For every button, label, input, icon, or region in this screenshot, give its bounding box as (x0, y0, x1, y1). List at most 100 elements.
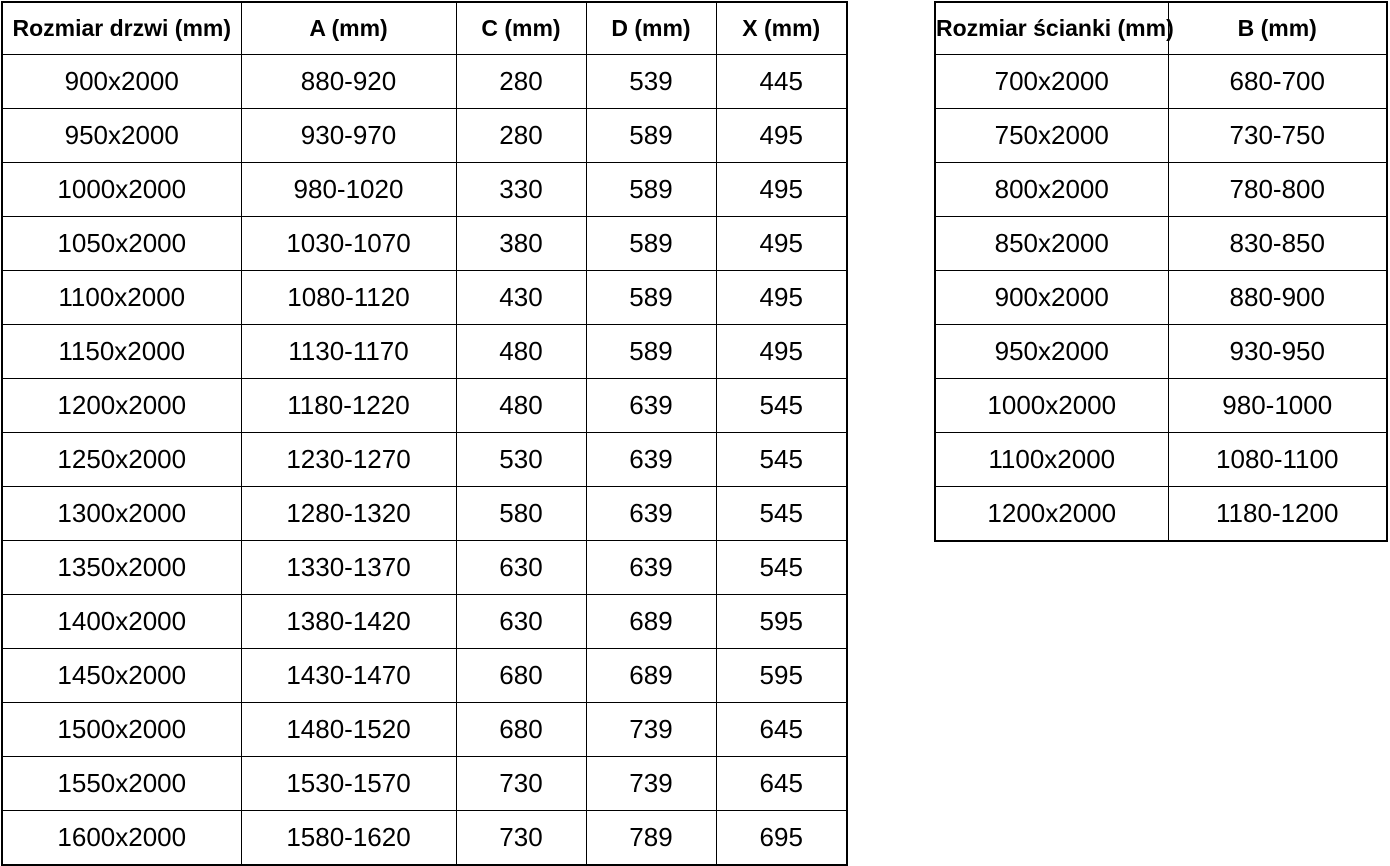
table-cell: 495 (715, 216, 848, 271)
table-cell: 1000x2000 (934, 378, 1169, 433)
table-cell: 1400x2000 (1, 594, 242, 649)
table-row: 1100x2000 1080-1100 (934, 432, 1388, 487)
table-cell: 589 (585, 324, 717, 379)
table-cell: 1230-1270 (240, 432, 457, 487)
table-row: 950x2000 930-950 (934, 324, 1388, 379)
header-row: Rozmiar ścianki (mm) B (mm) (934, 1, 1388, 55)
table-cell: 1250x2000 (1, 432, 242, 487)
header-row: Rozmiar drzwi (mm) A (mm) C (mm) D (mm) X (m… (1, 1, 848, 55)
table-cell: 980-1020 (240, 162, 457, 217)
table-cell: 639 (585, 540, 717, 595)
table-cell: 730 (455, 810, 587, 866)
table-cell: 380 (455, 216, 587, 271)
table-cell: 495 (715, 324, 848, 379)
table-cell: 1180-1220 (240, 378, 457, 433)
table-cell: 480 (455, 324, 587, 379)
column-header: X (mm) (715, 1, 848, 55)
table-cell: 739 (585, 756, 717, 811)
table-cell: 639 (585, 432, 717, 487)
column-header: Rozmiar drzwi (mm) (1, 1, 242, 55)
table-cell: 1500x2000 (1, 702, 242, 757)
table-cell: 639 (585, 486, 717, 541)
table-cell: 680 (455, 702, 587, 757)
table-cell: 480 (455, 378, 587, 433)
table-cell: 680 (455, 648, 587, 703)
table-cell: 980-1000 (1167, 378, 1388, 433)
table-cell: 1480-1520 (240, 702, 457, 757)
table-row: 1600x2000 1580-1620 730 789 695 (1, 810, 848, 866)
column-header: A (mm) (240, 1, 457, 55)
table-row: 950x2000 930-970 280 589 495 (1, 108, 848, 163)
table-cell: 1080-1100 (1167, 432, 1388, 487)
table-cell: 689 (585, 594, 717, 649)
table-cell: 1300x2000 (1, 486, 242, 541)
table-cell: 1000x2000 (1, 162, 242, 217)
wall-panel-sizes-table-body: 700x2000 680-700 750x2000 730-750 800x2000 78… (934, 54, 1388, 542)
table-cell: 1550x2000 (1, 756, 242, 811)
table-cell: 1150x2000 (1, 324, 242, 379)
table-cell: 645 (715, 702, 848, 757)
table-cell: 830-850 (1167, 216, 1388, 271)
table-cell: 589 (585, 270, 717, 325)
door-sizes-table: Rozmiar drzwi (mm) A (mm) C (mm) D (mm) X (m… (1, 1, 848, 866)
column-header: D (mm) (585, 1, 717, 55)
door-sizes-table-head: Rozmiar drzwi (mm) A (mm) C (mm) D (mm) X (m… (1, 1, 848, 55)
table-cell: 630 (455, 540, 587, 595)
table-cell: 495 (715, 270, 848, 325)
door-sizes-table-body: 900x2000 880-920 280 539 445 950x2000 930-970 2… (1, 54, 848, 866)
table-cell: 1200x2000 (1, 378, 242, 433)
table-row: 1200x2000 1180-1220 480 639 545 (1, 378, 848, 433)
table-cell: 789 (585, 810, 717, 866)
table-cell: 1030-1070 (240, 216, 457, 271)
table-cell: 580 (455, 486, 587, 541)
table-cell: 880-900 (1167, 270, 1388, 325)
table-cell: 1280-1320 (240, 486, 457, 541)
wall-panel-sizes-table-head: Rozmiar ścianki (mm) B (mm) (934, 1, 1388, 55)
table-cell: 1600x2000 (1, 810, 242, 866)
table-cell: 430 (455, 270, 587, 325)
table-row: 900x2000 880-920 280 539 445 (1, 54, 848, 109)
table-cell: 1330-1370 (240, 540, 457, 595)
table-row: 1000x2000 980-1020 330 589 495 (1, 162, 848, 217)
table-cell: 445 (715, 54, 848, 109)
table-cell: 1580-1620 (240, 810, 457, 866)
table-row: 1300x2000 1280-1320 580 639 545 (1, 486, 848, 541)
table-cell: 1130-1170 (240, 324, 457, 379)
table-cell: 630 (455, 594, 587, 649)
table-cell: 539 (585, 54, 717, 109)
table-row: 900x2000 880-900 (934, 270, 1388, 325)
table-cell: 750x2000 (934, 108, 1169, 163)
table-row: 1000x2000 980-1000 (934, 378, 1388, 433)
table-cell: 280 (455, 54, 587, 109)
table-cell: 800x2000 (934, 162, 1169, 217)
table-cell: 545 (715, 432, 848, 487)
table-cell: 589 (585, 162, 717, 217)
table-cell: 530 (455, 432, 587, 487)
table-cell: 780-800 (1167, 162, 1388, 217)
table-row: 1150x2000 1130-1170 480 589 495 (1, 324, 848, 379)
table-cell: 680-700 (1167, 54, 1388, 109)
table-cell: 1080-1120 (240, 270, 457, 325)
column-header: B (mm) (1167, 1, 1388, 55)
table-cell: 639 (585, 378, 717, 433)
table-row: 1450x2000 1430-1470 680 689 595 (1, 648, 848, 703)
table-cell: 1430-1470 (240, 648, 457, 703)
column-header: Rozmiar ścianki (mm) (934, 1, 1174, 55)
table-cell: 595 (715, 594, 848, 649)
table-row: 1400x2000 1380-1420 630 689 595 (1, 594, 848, 649)
table-row: 1550x2000 1530-1570 730 739 645 (1, 756, 848, 811)
table-row: 800x2000 780-800 (934, 162, 1388, 217)
table-cell: 700x2000 (934, 54, 1169, 109)
column-header: C (mm) (455, 1, 587, 55)
table-cell: 1450x2000 (1, 648, 242, 703)
table-row: 750x2000 730-750 (934, 108, 1388, 163)
table-cell: 880-920 (240, 54, 457, 109)
table-cell: 930-950 (1167, 324, 1388, 379)
table-row: 1200x2000 1180-1200 (934, 486, 1388, 542)
table-cell: 1530-1570 (240, 756, 457, 811)
table-cell: 850x2000 (934, 216, 1169, 271)
table-cell: 330 (455, 162, 587, 217)
table-cell: 645 (715, 756, 848, 811)
table-cell: 495 (715, 162, 848, 217)
table-cell: 900x2000 (1, 54, 242, 109)
